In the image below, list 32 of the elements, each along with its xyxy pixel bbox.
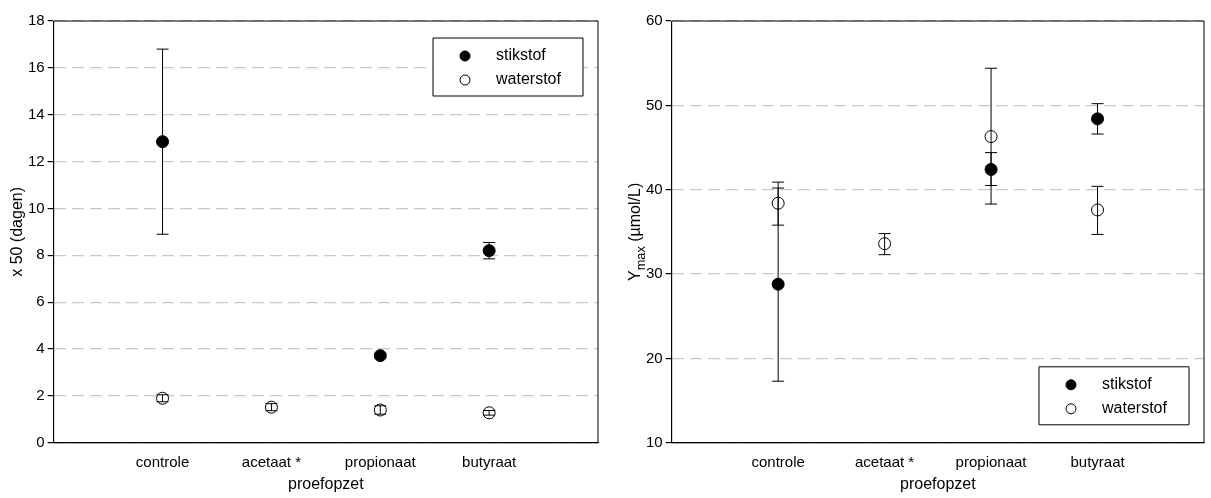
y-tick-label: 4	[36, 339, 45, 357]
y-tick-label: 14	[28, 104, 45, 122]
x-tick-label: controle	[751, 452, 805, 470]
y-tick-label: 10	[28, 198, 45, 216]
x-tick-label: propionaat	[955, 452, 1028, 470]
y-tick-label: 40	[646, 179, 663, 197]
x-tick-label: acetaat *	[855, 452, 915, 470]
y-tick-label: 2	[36, 386, 45, 404]
legend-label: waterstof	[495, 70, 562, 88]
x-tick-label: butyraat	[462, 452, 518, 470]
x-tick-label: propionaat	[344, 452, 417, 470]
legend-label: stikstof	[1102, 375, 1153, 393]
y-tick-label: 18	[28, 11, 45, 29]
y-tick-label: 60	[646, 11, 663, 29]
y-tick-label: 6	[36, 292, 45, 310]
y-tick-label: 8	[36, 245, 45, 263]
y-tick-label: 10	[646, 432, 663, 450]
y-tick-label: 0	[36, 432, 45, 450]
x-axis-title: proefopzet	[288, 474, 365, 492]
legend-label: waterstof	[1101, 399, 1168, 417]
y-tick-label: 50	[646, 95, 663, 113]
x-tick-label: controle	[135, 452, 190, 470]
legend-label: stikstof	[496, 46, 547, 64]
point	[1091, 112, 1105, 126]
x-tick-label: butyraat	[1070, 452, 1126, 470]
y-axis-title: x 50 (dagen)	[8, 186, 26, 277]
y-tick-label: 12	[28, 151, 45, 169]
x-axis-title: proefopzet	[900, 474, 977, 492]
y-tick-label: 16	[28, 58, 45, 76]
point	[156, 135, 170, 149]
x-tick-label: acetaat *	[241, 452, 302, 470]
y-tick-label: 20	[646, 348, 663, 366]
